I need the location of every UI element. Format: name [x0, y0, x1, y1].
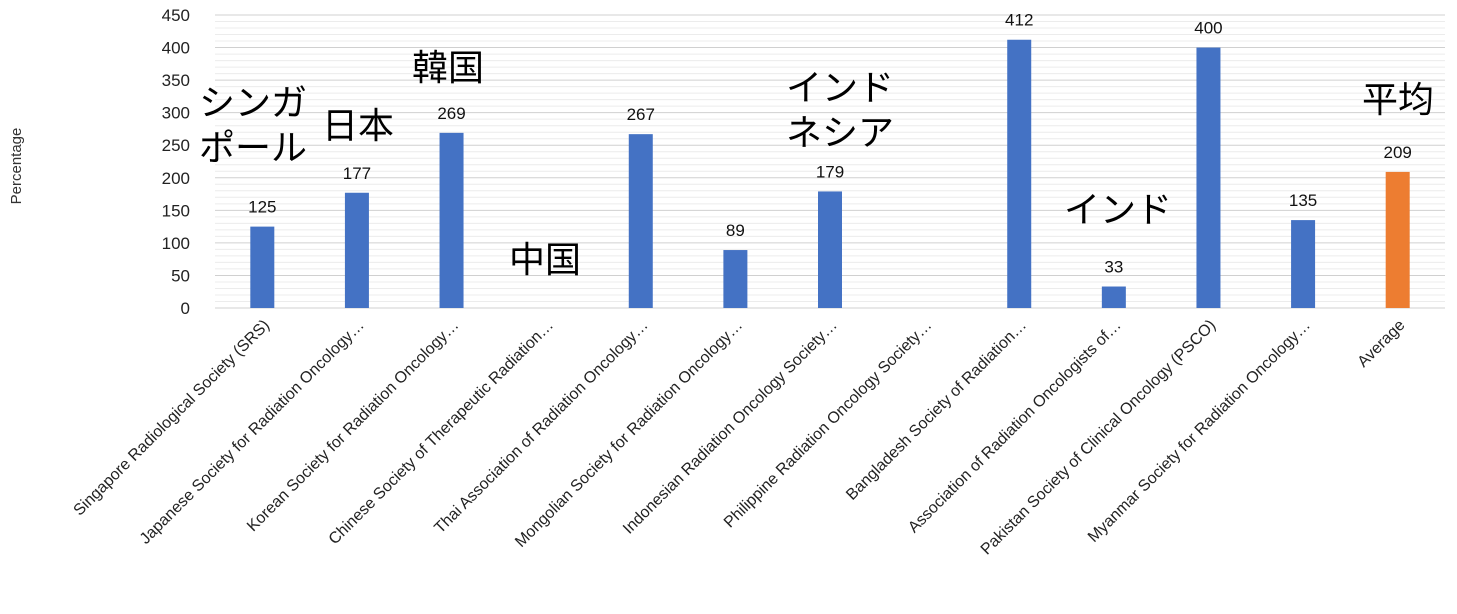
category-label: Thai Association of Radiation Oncology…: [431, 317, 651, 537]
data-label: 412: [1005, 11, 1033, 30]
y-axis-label: Percentage: [8, 128, 25, 205]
category-label: Indonesian Radiation Oncology Society…: [620, 317, 841, 538]
annotation-label: インド: [1064, 190, 1172, 231]
bar: [628, 134, 653, 308]
bar: [818, 191, 842, 308]
category-label: Bangladesh Society of Radiation…: [843, 317, 1030, 504]
y-tick-label: 100: [162, 234, 190, 253]
y-tick-label: 250: [162, 136, 190, 155]
data-label: 267: [627, 105, 655, 124]
annotation-label: 中国: [509, 240, 581, 281]
annotation-label: ネシア: [786, 113, 894, 154]
y-tick-label: 150: [162, 201, 190, 220]
bar: [1007, 39, 1032, 309]
category-label: Singapore Radiological Society (SRS): [71, 317, 274, 520]
annotation-label: 平均: [1362, 80, 1434, 121]
category-label: Association of Radiation Oncologists of…: [905, 317, 1125, 537]
y-tick-label: 0: [181, 299, 190, 318]
category-label: Japanese Society for Radiation Oncology…: [137, 317, 368, 548]
annotation-label: シンガ: [199, 83, 307, 124]
data-labels: 125 177 269 267 89 179 412 33 400 135 209: [248, 11, 1412, 277]
y-tick-label: 200: [162, 169, 190, 188]
y-tick-label: 350: [162, 71, 190, 90]
y-tick-label: 300: [162, 104, 190, 123]
data-label: 209: [1384, 143, 1412, 162]
annotation-label: ポール: [199, 128, 307, 169]
data-label: 269: [437, 104, 465, 123]
annotation-label: 韓国: [412, 48, 484, 89]
data-label: 179: [816, 162, 844, 181]
y-tick-label: 50: [171, 266, 190, 285]
category-label: Korean Society for Radiation Oncology…: [244, 317, 462, 535]
data-label: 135: [1289, 191, 1317, 210]
bar: [723, 250, 748, 308]
annotation-label: 日本: [322, 106, 394, 147]
data-label: 125: [248, 198, 276, 217]
data-label: 89: [726, 221, 745, 240]
category-label: Chinese Society of Therapeutic Radiation…: [326, 317, 557, 548]
data-label: 33: [1104, 258, 1123, 277]
y-axis-ticks: 0 50 100 150 200 250 300 350 400 450: [162, 6, 190, 318]
data-label: 177: [343, 164, 371, 183]
y-tick-label: 450: [162, 6, 190, 25]
bar: [344, 192, 369, 308]
category-label: Myanmar Society for Radiation Oncology…: [1085, 317, 1314, 546]
bar: [1385, 171, 1410, 308]
category-label: Philippine Radiation Oncology Society…: [721, 317, 936, 532]
annotation-label: インド: [786, 68, 894, 109]
bar: [1101, 286, 1126, 308]
bar: [1291, 220, 1316, 308]
category-label: Average: [1355, 317, 1409, 371]
y-tick-label: 400: [162, 39, 190, 58]
bar: [250, 226, 275, 308]
bars: [250, 39, 1410, 309]
data-label: 400: [1194, 19, 1222, 38]
bar: [1196, 47, 1221, 309]
bar: [439, 132, 464, 308]
category-labels: Singapore Radiological Society (SRS)Japa…: [71, 317, 1409, 559]
